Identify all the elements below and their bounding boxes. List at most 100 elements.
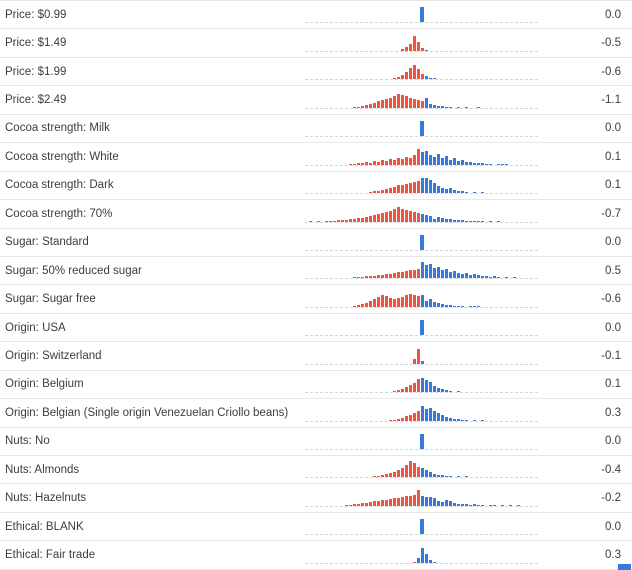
histogram-bar (420, 434, 424, 449)
histogram-bar (492, 276, 496, 279)
histogram-bar (456, 106, 460, 108)
histogram-bar (344, 504, 348, 506)
histogram-bar (480, 419, 484, 421)
histogram-bar (328, 220, 332, 222)
histogram-bar (496, 220, 500, 222)
histogram-bar (352, 277, 356, 279)
histogram-bar (444, 416, 448, 421)
histogram-bar (380, 275, 384, 279)
histogram-bar (396, 272, 400, 279)
histogram-bar (400, 468, 404, 478)
histogram-bar (472, 192, 476, 194)
mean-value: -0.5 (601, 37, 621, 50)
histogram-bar (516, 504, 520, 506)
histogram-bar (448, 159, 452, 165)
histogram-bar (368, 215, 372, 222)
histogram-bar (376, 161, 380, 165)
histogram-bar (400, 208, 404, 222)
histogram-bar (404, 294, 408, 307)
histogram-bar (444, 499, 448, 506)
histogram-bar (404, 415, 408, 421)
histogram-bar (424, 178, 428, 194)
histogram-bar (448, 188, 452, 194)
histogram-bar (444, 218, 448, 222)
histogram-bar (368, 276, 372, 279)
histogram-bar (332, 220, 336, 222)
histogram-bar (404, 465, 408, 478)
histogram-bar (408, 68, 412, 80)
histogram-bar (360, 502, 364, 506)
attribute-row: Cocoa strength: Milk 0.0 (0, 115, 632, 144)
histogram-bar (384, 295, 388, 307)
histogram-bar (456, 191, 460, 194)
histogram-bar (420, 213, 424, 222)
attribute-label: Origin: Belgian (Single origin Venezuela… (5, 406, 289, 419)
histogram-bar (404, 184, 408, 194)
histogram-bar (452, 271, 456, 279)
histogram-bar (436, 302, 440, 307)
mean-value: 0.1 (605, 150, 621, 163)
histogram-bar (440, 217, 444, 222)
histogram-bar (464, 273, 468, 279)
histogram-bar (464, 106, 468, 108)
histogram-bar (448, 218, 452, 222)
histogram-bar (396, 497, 400, 506)
histogram-bar (376, 191, 380, 194)
histogram-bar (396, 418, 400, 421)
histogram-bar (492, 504, 496, 506)
histogram-bar (460, 159, 464, 165)
histogram-bar (468, 275, 472, 279)
histogram-bar (416, 379, 420, 393)
attribute-row: Cocoa strength: Dark 0.1 (0, 172, 632, 201)
mean-value: -0.1 (601, 349, 621, 362)
histogram-bar (440, 389, 444, 393)
histogram-bar (340, 219, 344, 222)
mean-value: 0.0 (605, 236, 621, 249)
histogram-bar (448, 106, 452, 108)
histogram-bar (416, 99, 420, 108)
histogram-bar (376, 296, 380, 307)
histogram-bar (476, 504, 480, 506)
histogram-bar (460, 274, 464, 279)
histogram-bar (468, 220, 472, 222)
histogram-bar (344, 219, 348, 222)
mean-value: -1.1 (601, 94, 621, 107)
attribute-label: Cocoa strength: White (5, 150, 119, 163)
histogram-bar (364, 104, 368, 108)
histogram-bar (472, 419, 476, 421)
histogram-bar (412, 154, 416, 165)
histogram-bar (420, 100, 424, 108)
histogram-bar (460, 191, 464, 194)
histogram-bar (444, 476, 448, 478)
histogram-bar (364, 216, 368, 222)
histogram-bar (388, 210, 392, 222)
histogram-plot (305, 347, 538, 365)
histogram-bar (376, 275, 380, 279)
attribute-label: Sugar: Standard (5, 236, 89, 249)
attribute-row: Price: $0.99 0.0 (0, 1, 632, 30)
histogram-bar (444, 155, 448, 165)
histogram-bar (364, 302, 368, 307)
histogram-bar (380, 475, 384, 478)
histogram-bar (440, 414, 444, 421)
attribute-label: Origin: Switzerland (5, 349, 102, 362)
histogram-bar (404, 156, 408, 165)
histogram-bar (352, 503, 356, 506)
histogram-bar (408, 270, 412, 279)
histogram-bar (432, 386, 436, 393)
histogram-bar (412, 294, 416, 307)
histogram-bar (384, 98, 388, 108)
histogram-plot (305, 460, 538, 479)
histogram-bar (480, 162, 484, 165)
histogram-bar (412, 98, 416, 108)
histogram-bar (436, 388, 440, 393)
histogram-bar (324, 220, 328, 222)
mean-value: -0.2 (601, 492, 621, 505)
histogram-bar (420, 468, 424, 478)
histogram-bar (352, 106, 356, 108)
histogram-bar (416, 69, 420, 80)
histogram-bar (480, 220, 484, 222)
attribute-label: Nuts: No (5, 435, 50, 448)
histogram-bar (468, 504, 472, 506)
